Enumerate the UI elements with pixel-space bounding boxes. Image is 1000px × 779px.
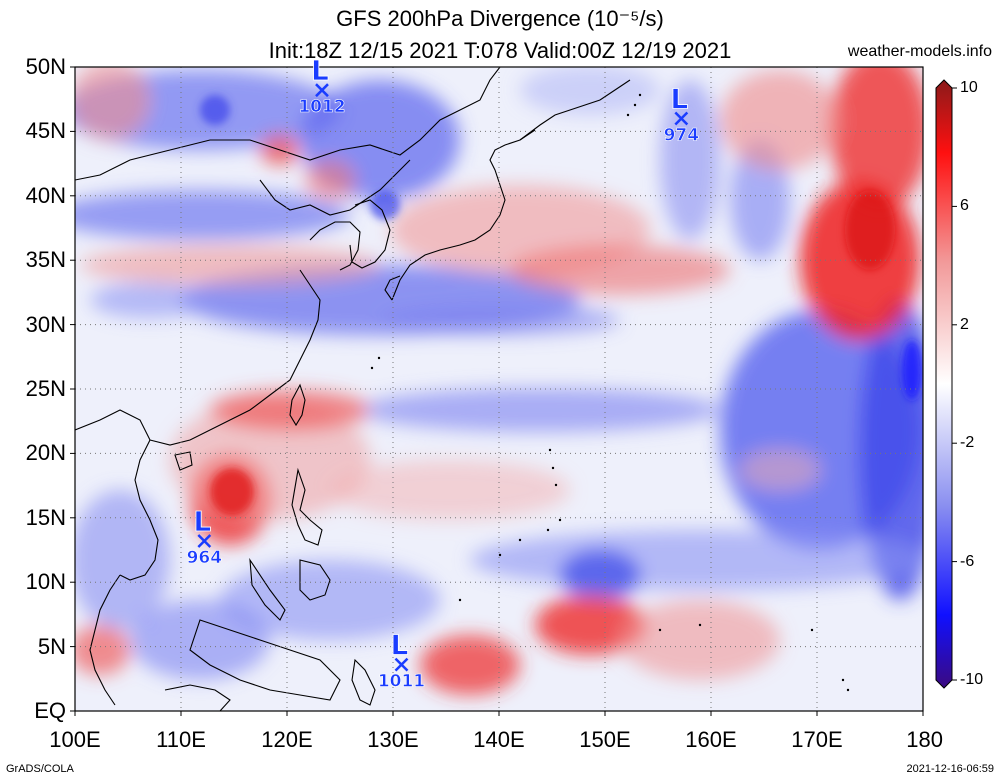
lat-label: 40N [25, 182, 66, 208]
lon-label: 100E [49, 727, 101, 752]
low-pressure-marker: L 1012 [298, 54, 346, 118]
lat-label: 35N [25, 247, 66, 273]
low-pressure-value: 1011 [378, 672, 425, 692]
low-pressure-value: 974 [664, 126, 700, 146]
colorbar [935, 79, 957, 689]
colorbar-label: -6 [960, 552, 975, 570]
low-symbol: L [311, 54, 329, 87]
lat-label: 5N [37, 633, 66, 659]
lon-label: 150E [579, 727, 631, 752]
low-pressure-marker: L 964 [186, 505, 223, 569]
colorbar-label: -10 [960, 671, 984, 688]
colorbar-label: 10 [960, 79, 978, 96]
lon-label: 110E [156, 727, 206, 752]
low-center-x [315, 83, 329, 98]
lat-label: 50N [25, 54, 66, 79]
lon-label: 140E [473, 727, 525, 752]
colorbar-strip [935, 79, 953, 689]
low-symbol: L [670, 83, 688, 116]
divergence-field [75, 67, 923, 711]
low-center-x [394, 657, 409, 672]
map-subtitle: Init:18Z 12/15 2021 T:078 Valid:00Z 12/1… [268, 38, 732, 63]
lon-label: 180 [906, 727, 943, 752]
low-pressure-marker: L 1011 [378, 628, 426, 692]
low-pressure-marker: L 974 [663, 82, 700, 146]
lat-label: 20N [25, 440, 66, 466]
low-symbol: L [193, 505, 211, 538]
lat-label: 25N [25, 376, 66, 401]
low-pressure-value: 964 [187, 548, 223, 568]
lat-label: 10N [25, 569, 66, 595]
colorbar-label: -2 [960, 434, 975, 452]
low-pressure-markers: L 1012 L 974 L 964 L 1011 [186, 54, 700, 692]
lon-label: 120E [261, 727, 313, 752]
footer-credit: GrADS/COLA [6, 763, 74, 775]
low-pressure-value: 1012 [298, 97, 345, 117]
low-center-x [674, 111, 689, 126]
lon-label: 130E [367, 727, 419, 752]
lat-label: EQ [34, 698, 66, 723]
low-center-x [197, 534, 212, 548]
axis-ticks [70, 66, 924, 716]
small-islands [370, 93, 850, 692]
lon-label: 160E [685, 727, 737, 752]
coastlines [75, 67, 631, 711]
map-title: GFS 200hPa Divergence (10⁻⁵/s) [336, 6, 664, 31]
site-label: weather-models.info [847, 43, 992, 60]
footer-timestamp: 2021-12-16-06:59 [906, 763, 994, 775]
colorbar-label: 6 [960, 197, 969, 215]
lat-label: 30N [25, 311, 66, 337]
colorbar-label: 2 [960, 315, 969, 333]
lat-label: 45N [25, 118, 66, 144]
low-symbol: L [391, 629, 409, 662]
lon-label: 170E [791, 727, 843, 752]
lat-label: 15N [25, 504, 66, 530]
